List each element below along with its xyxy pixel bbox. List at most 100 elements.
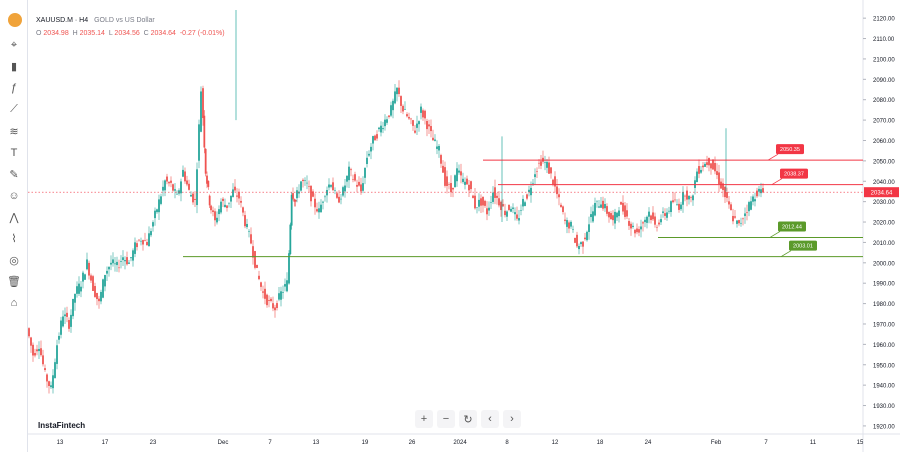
candle-body-down [746, 212, 748, 213]
candle-body-down [636, 228, 638, 233]
candle-body-up [510, 208, 512, 212]
candle-body-up [420, 106, 422, 113]
scroll-left-button[interactable]: ‹ [481, 410, 499, 428]
candle-body-down [672, 200, 674, 203]
candle-body-up [666, 212, 668, 218]
magnet-icon[interactable]: ⌇ [11, 233, 17, 245]
candle-body-up [404, 109, 406, 110]
candle-body-up [594, 202, 596, 216]
candle-body-down [136, 243, 138, 248]
candle-body-up [220, 201, 222, 213]
y-tick-label: 1960.00 [873, 343, 895, 349]
candle-body-down [400, 96, 402, 106]
camera-icon[interactable]: ⌂ [10, 297, 18, 309]
level-tag-label: 2038.37 [784, 172, 804, 178]
candle-body-up [298, 191, 300, 194]
candle-body-up [436, 146, 438, 149]
candle-body-up [58, 335, 60, 340]
candle-body-down [172, 184, 174, 191]
candle-body-down [266, 294, 268, 306]
candle-body-down [642, 222, 644, 224]
candle-body-down [90, 275, 92, 281]
candle-body-down [710, 163, 712, 169]
y-tick-label: 2020.00 [873, 221, 895, 227]
candle-body-down [470, 181, 472, 190]
candle-body-down [568, 222, 570, 229]
candle-body-down [96, 292, 98, 300]
candle-body-down [498, 198, 500, 206]
y-tick-label: 2100.00 [873, 57, 895, 63]
candle-body-down [250, 234, 252, 244]
candle-body-up [396, 87, 398, 95]
candle-body-up [80, 286, 82, 292]
y-tick-label: 2080.00 [873, 98, 895, 104]
candle-body-up [514, 212, 516, 215]
candles-icon[interactable]: ▮ [10, 61, 18, 73]
indicator-icon[interactable]: ƒ [10, 82, 18, 94]
y-tick-label: 1920.00 [873, 424, 895, 430]
candle-body-up [578, 245, 580, 250]
candle-body-down [34, 352, 36, 356]
candle-body-down [432, 137, 434, 141]
candle-body-down [46, 374, 48, 382]
candle-body-down [422, 110, 424, 118]
cursor-icon[interactable]: ⌖ [10, 38, 18, 51]
candle-body-down [638, 229, 640, 233]
symbol-label[interactable]: XAUUSD.M · H4 [36, 17, 89, 24]
scroll-right-button[interactable]: › [503, 410, 521, 428]
candle-body-up [230, 195, 232, 202]
x-tick-label: 23 [150, 440, 157, 446]
candle-body-up [140, 240, 142, 242]
candle-body-up [150, 231, 152, 236]
emoji-icon[interactable]: ☺ [8, 189, 20, 202]
candle-body-up [378, 127, 380, 130]
candle-body-down [500, 201, 502, 211]
candle-body-up [648, 211, 650, 217]
brand-watermark: InstaFintech [38, 421, 86, 430]
candle-body-up [744, 213, 746, 217]
candle-body-up [290, 194, 293, 226]
zoom-in-button[interactable]: + [415, 410, 433, 428]
zoom-out-button[interactable]: − [437, 410, 455, 428]
high-value: 2035.14 [79, 30, 105, 37]
trendline-icon[interactable]: ⟋ [10, 103, 18, 115]
candle-body-down [28, 328, 30, 337]
level-tag-pointer [771, 178, 783, 185]
candle-body-down [212, 210, 214, 213]
pattern-icon[interactable]: ⋀ [9, 211, 19, 224]
candle-body-up [362, 183, 364, 191]
candle-body-up [288, 253, 290, 284]
reset-view-button[interactable]: ↻ [459, 410, 477, 428]
candle-body-up [392, 100, 394, 111]
candle-body-down [556, 186, 558, 195]
x-tick-label: Dec [218, 440, 229, 446]
low-label: L [108, 30, 113, 37]
candle-body-down [98, 298, 100, 302]
candle-body-down [314, 198, 316, 208]
candle-body-up [618, 210, 620, 217]
candle-body-down [30, 337, 32, 346]
candle-body-up [174, 189, 176, 191]
candle-body-up [72, 298, 74, 317]
candle-body-down [684, 195, 686, 197]
candle-body-up [278, 293, 280, 300]
candle-body-up [588, 224, 590, 232]
price-chart[interactable]: 2120.00 2110.00 2100.00 2090.00 2080.00 2070.… [28, 0, 900, 452]
fib-icon[interactable]: ≋ [9, 125, 19, 138]
candle-body-up [120, 261, 122, 262]
text-icon[interactable]: T [10, 146, 18, 159]
candle-body-down [48, 381, 50, 386]
candle-body-down [734, 216, 736, 218]
trash-icon[interactable]: 🗑 [7, 276, 21, 288]
candle-body-up [418, 121, 420, 125]
candle-body-down [126, 257, 128, 265]
candle-body-up [232, 189, 234, 197]
candle-body-down [444, 167, 446, 186]
candle-body-up [758, 188, 760, 192]
brush-icon[interactable]: ✎ [9, 168, 19, 181]
candle-body-up [154, 210, 156, 219]
candle-body-up [78, 283, 80, 294]
hide-icon[interactable]: ◎ [9, 254, 19, 267]
candle-body-up [348, 166, 350, 181]
candle-body-up [156, 209, 158, 213]
